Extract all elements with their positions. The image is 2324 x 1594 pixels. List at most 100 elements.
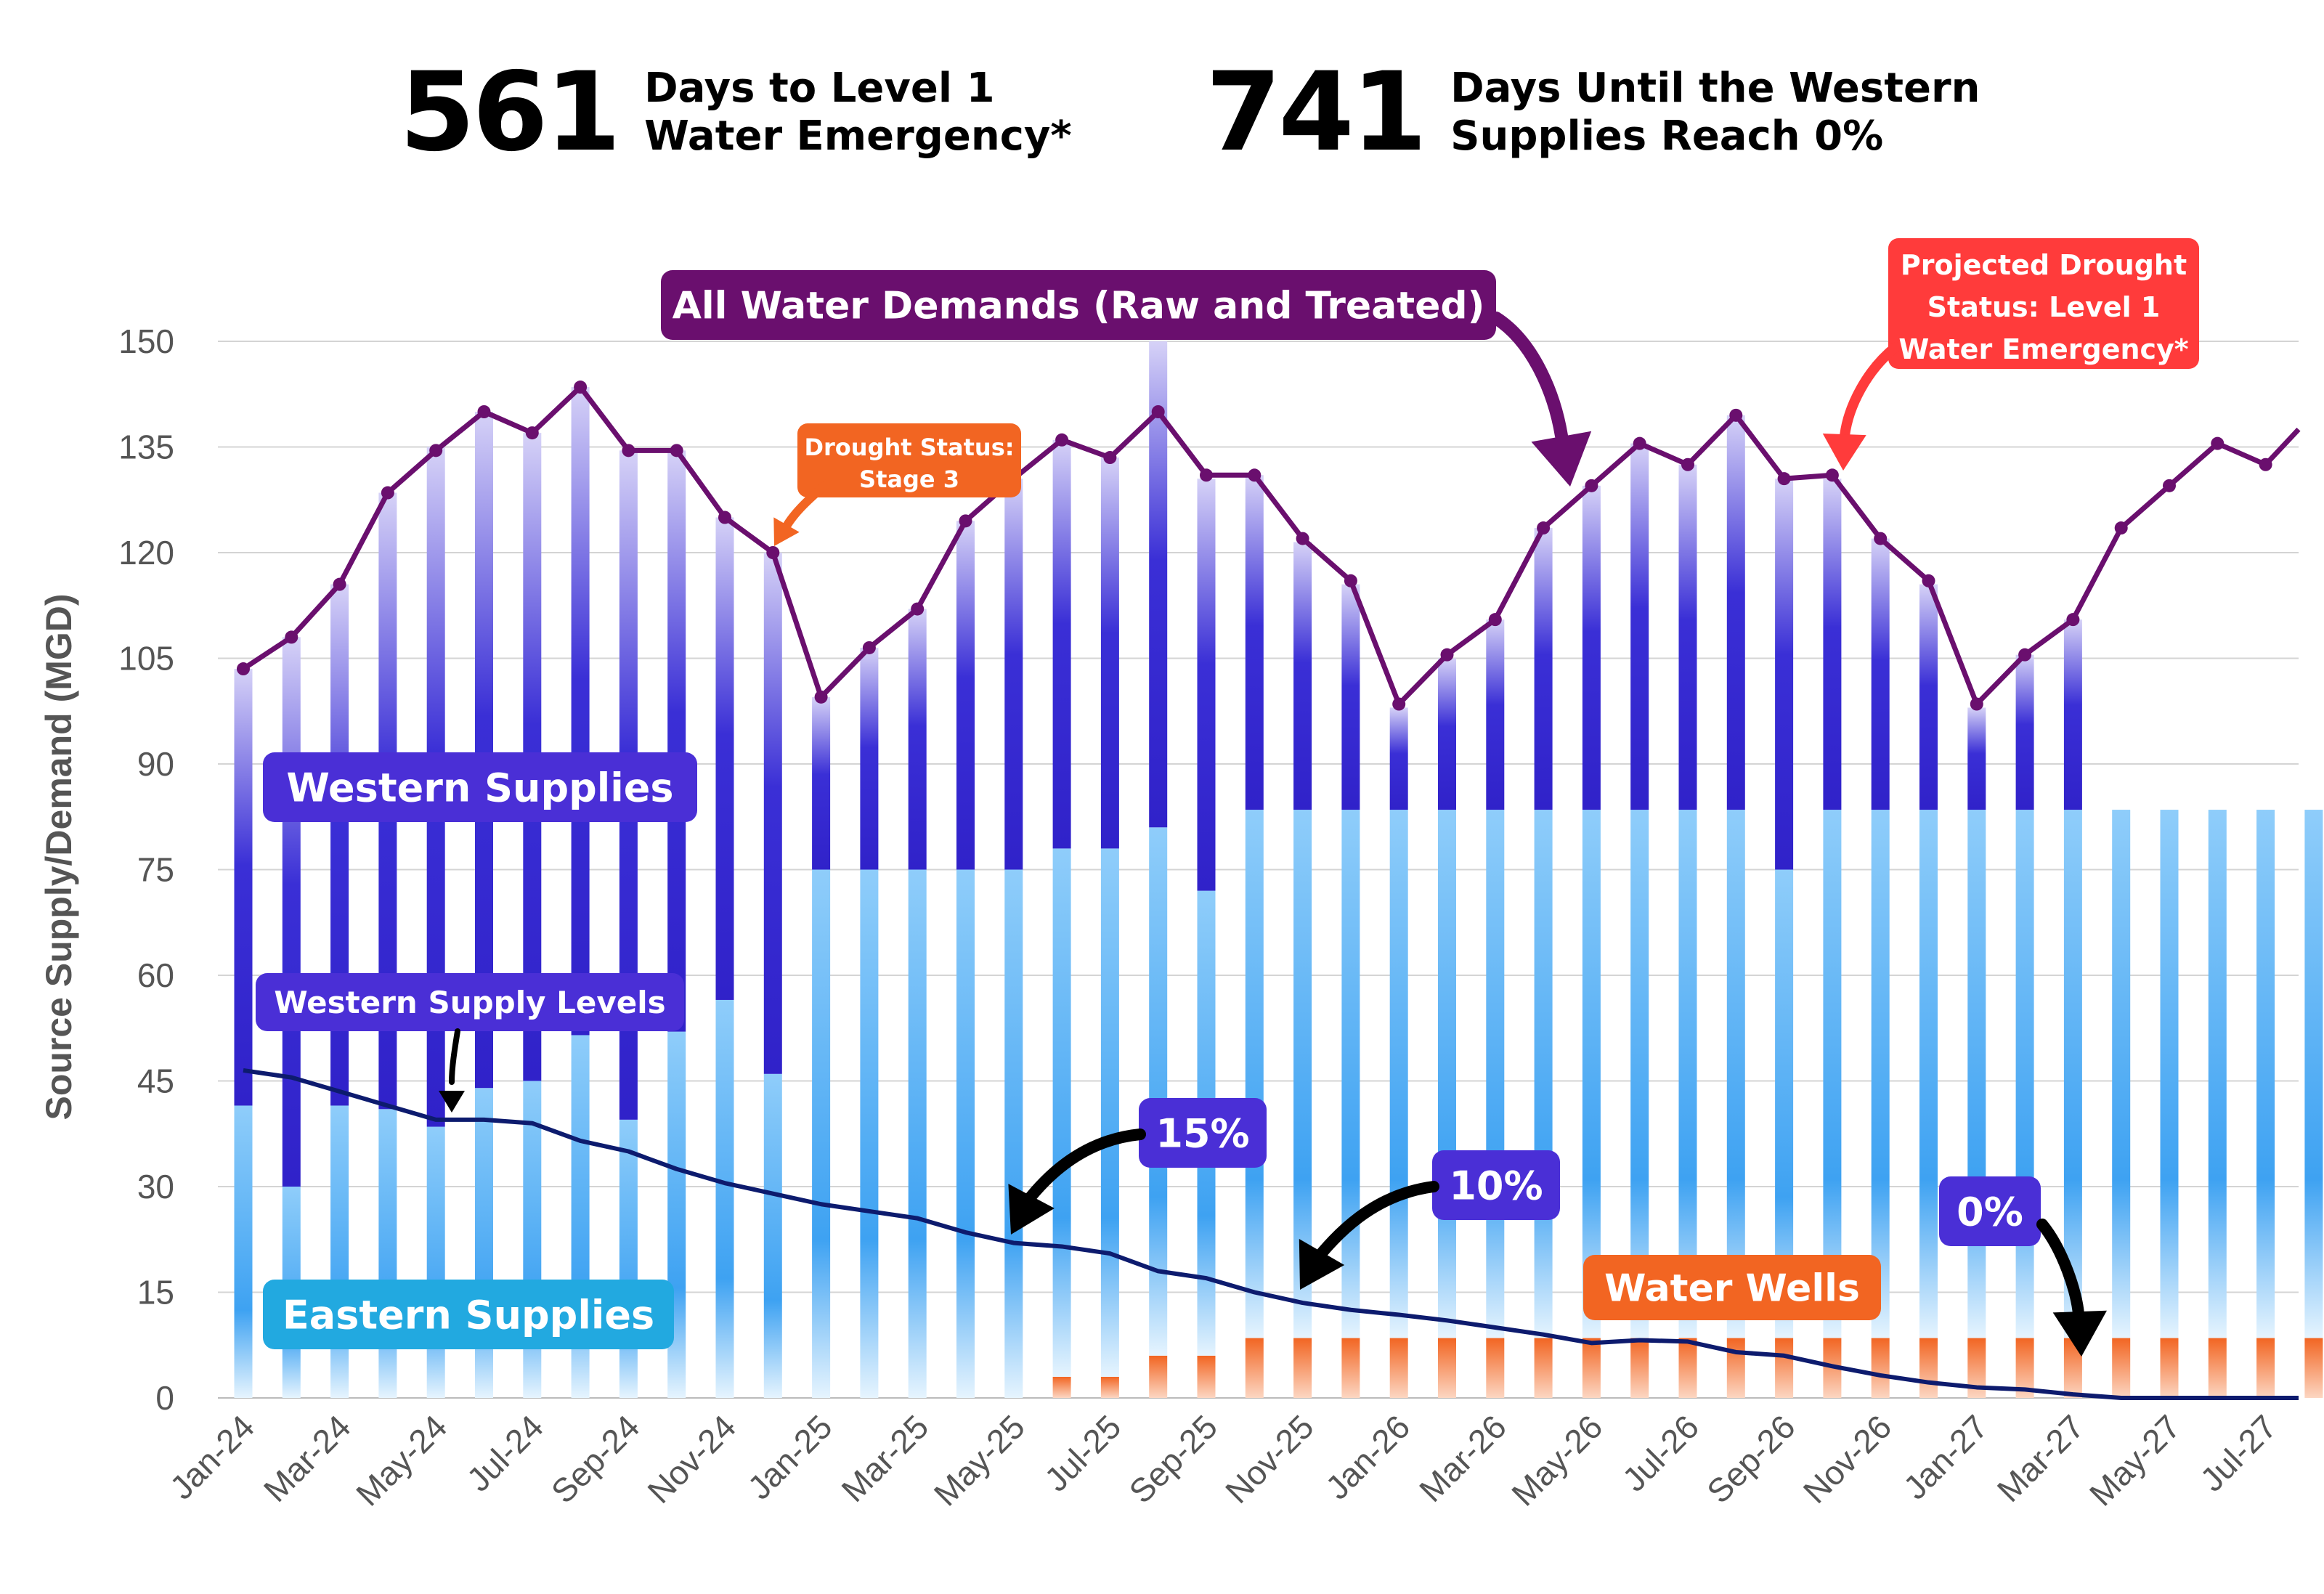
demand-point [911,602,925,616]
bar-water-wells [1582,1338,1601,1398]
bar-water-wells [1871,1338,1890,1398]
x-tick-label: Jan-27 [1896,1407,1995,1506]
bar-water-wells [1293,1338,1312,1398]
demand-point [1825,468,1839,482]
bar-eastern [2112,810,2131,1338]
demand-point [2066,613,2080,627]
pct15-label-text: 15% [1155,1110,1249,1156]
x-tick-label: May-26 [1504,1407,1609,1513]
bar-eastern [2063,810,2082,1338]
bar-eastern [715,999,734,1398]
bar-water-wells [1630,1338,1649,1398]
x-tick-label: Sep-26 [1699,1407,1803,1510]
levels-label-box [256,973,684,1031]
demand-point [525,426,539,440]
y-tick-label: 135 [118,428,174,466]
bar-western [1775,479,1794,870]
x-tick-label: Nov-26 [1796,1407,1899,1510]
pct10-arrow-head [1299,1239,1345,1290]
bar-eastern [1582,810,1601,1338]
level1-arrow [1840,342,1901,441]
y-tick-label: 90 [137,745,174,783]
y-tick-label: 30 [137,1168,174,1205]
kpi-caption: Days to Level 1 Water Emergency* [644,65,1072,160]
kpi-caption-line: Days Until the Western [1450,65,1980,112]
bar-eastern [2304,810,2323,1338]
bar-western [812,696,831,870]
demand-point [2259,458,2272,471]
bar-eastern [1389,810,1408,1338]
level1-label-line: Status: Level 1 [1927,291,2161,323]
demand-point [2114,521,2128,535]
bar-eastern [1486,810,1505,1338]
demand-point [574,381,588,394]
x-tick-label: Mar-24 [256,1407,358,1509]
bar-western [1630,443,1649,810]
bar-eastern [1678,810,1697,1338]
demand-point [1681,458,1694,471]
x-tick-label: May-25 [927,1407,1032,1513]
demand-point [477,405,491,418]
x-tick-label: May-24 [349,1407,454,1513]
level1-label-line: Projected Drought [1901,249,2187,281]
demand-point [2163,479,2176,492]
demand-point [718,511,731,524]
y-tick-label: 15 [137,1274,174,1312]
demand-point [1103,451,1117,465]
bar-western [2063,619,2082,810]
stage3-label-line: Stage 3 [859,465,959,493]
x-tick-label: Jan-24 [163,1407,261,1506]
pct0-arrow-head [2052,1310,2108,1357]
bar-western [1919,584,1938,810]
bar-eastern [1871,810,1890,1338]
bar-western [1197,479,1216,891]
bar-water-wells [2304,1338,2323,1398]
demand-point [333,577,346,591]
bar-water-wells [1438,1338,1456,1398]
bar-water-wells [1775,1338,1794,1398]
demand-point [2018,648,2032,662]
levels-arrow-head [439,1091,465,1113]
stage3-arrow-head [773,517,800,546]
bar-eastern [2015,810,2034,1338]
bar-layer [234,341,2323,1398]
kpi-days-to-zero: 741 Days Until the Western Supplies Reac… [1206,58,1980,167]
x-tick-label: Mar-26 [1412,1407,1514,1509]
eastern-label-text: Eastern Supplies [283,1292,654,1338]
bar-eastern [1823,810,1842,1338]
x-tick-label: Jan-26 [1318,1407,1417,1506]
bar-water-wells [1919,1338,1938,1398]
demand-point [1729,408,1743,422]
wells-label-box [1583,1255,1881,1320]
x-tick-label: Mar-25 [834,1407,935,1509]
pct0-arrow [2036,1219,2084,1320]
bar-western [1486,619,1505,810]
kpi-caption-line: Water Emergency* [644,113,1072,160]
bar-water-wells [2256,1338,2275,1398]
x-tick-label: Sep-25 [1121,1407,1224,1510]
y-tick-label: 75 [137,851,174,889]
levels-label-text: Western Supply Levels [274,985,665,1020]
demand-point [1440,648,1454,662]
bar-eastern [956,869,975,1398]
bar-western [1389,707,1408,810]
bar-western [908,609,927,870]
bar-eastern [1245,810,1264,1338]
bar-eastern [475,1088,493,1398]
bar-water-wells [1149,1355,1168,1398]
x-tick-label: Sep-24 [544,1407,647,1510]
bar-water-wells [1678,1338,1697,1398]
demand-point [1585,479,1598,492]
bar-western [1004,479,1023,870]
demand-point [814,690,828,704]
bar-western [860,647,879,870]
demand-point [1344,574,1357,587]
bar-eastern [2256,810,2275,1338]
pct15-arrow-head [1008,1184,1055,1235]
y-tick-label: 105 [118,640,174,678]
bar-western [234,669,253,1106]
bar-water-wells [1534,1338,1553,1398]
bar-eastern [1004,869,1023,1398]
demand-point [237,662,250,676]
